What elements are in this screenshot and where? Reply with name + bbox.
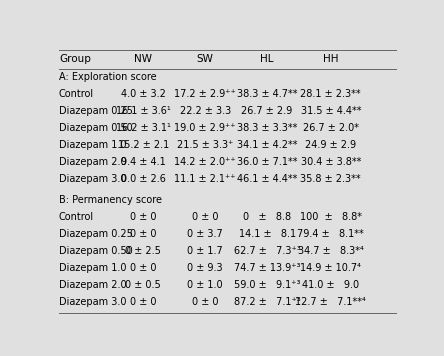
Text: Diazepam 0.25: Diazepam 0.25 <box>59 229 133 239</box>
Text: 35.8 ± 2.3**: 35.8 ± 2.3** <box>301 174 361 184</box>
Text: 31.5 ± 4.4**: 31.5 ± 4.4** <box>301 106 361 116</box>
Text: 100  ±   8.8*: 100 ± 8.8* <box>300 212 362 222</box>
Text: 46.1 ± 4.4**: 46.1 ± 4.4** <box>237 174 297 184</box>
Text: HH: HH <box>323 54 338 64</box>
Text: A: Exploration score: A: Exploration score <box>59 72 157 82</box>
Text: 0 ± 0: 0 ± 0 <box>130 297 156 307</box>
Text: 38.3 ± 3.3**: 38.3 ± 3.3** <box>237 123 297 133</box>
Text: 79.4 ±   8.1**: 79.4 ± 8.1** <box>297 229 364 239</box>
Text: Diazepam 2.0: Diazepam 2.0 <box>59 280 127 290</box>
Text: Control: Control <box>59 89 94 99</box>
Text: 0 ± 1.0: 0 ± 1.0 <box>187 280 223 290</box>
Text: 26.7 ± 2.0*: 26.7 ± 2.0* <box>303 123 359 133</box>
Text: 34.1 ± 4.2**: 34.1 ± 4.2** <box>237 140 297 150</box>
Text: 0 ± 0: 0 ± 0 <box>192 297 218 307</box>
Text: 4.0 ± 3.2: 4.0 ± 3.2 <box>121 89 166 99</box>
Text: Diazepam 0.25: Diazepam 0.25 <box>59 106 133 116</box>
Text: 16.2 ± 3.1¹: 16.2 ± 3.1¹ <box>116 123 170 133</box>
Text: 14.1 ±   8.1: 14.1 ± 8.1 <box>238 229 296 239</box>
Text: Diazepam 2.0: Diazepam 2.0 <box>59 157 127 167</box>
Text: 12.7 ±   7.1**⁴: 12.7 ± 7.1**⁴ <box>295 297 366 307</box>
Text: 17.2 ± 2.9⁺⁺: 17.2 ± 2.9⁺⁺ <box>174 89 236 99</box>
Text: 0 ± 0: 0 ± 0 <box>192 212 218 222</box>
Text: 87.2 ±   7.1⁺³: 87.2 ± 7.1⁺³ <box>234 297 301 307</box>
Text: 34.7 ±   8.3*⁴: 34.7 ± 8.3*⁴ <box>298 246 364 256</box>
Text: 11.1 ± 2.1⁺⁺: 11.1 ± 2.1⁺⁺ <box>174 174 236 184</box>
Text: 14.9 ± 10.7⁴: 14.9 ± 10.7⁴ <box>300 263 361 273</box>
Text: 22.2 ± 3.3: 22.2 ± 3.3 <box>179 106 231 116</box>
Text: 59.0 ±   9.1⁺³: 59.0 ± 9.1⁺³ <box>234 280 301 290</box>
Text: 30.4 ± 3.8**: 30.4 ± 3.8** <box>301 157 361 167</box>
Text: Diazepam 3.0: Diazepam 3.0 <box>59 297 127 307</box>
Text: 0 ± 0: 0 ± 0 <box>130 263 156 273</box>
Text: Control: Control <box>59 212 94 222</box>
Text: 19.0 ± 2.9⁺⁺: 19.0 ± 2.9⁺⁺ <box>174 123 236 133</box>
Text: NW: NW <box>134 54 152 64</box>
Text: 0 ± 2.5: 0 ± 2.5 <box>125 246 161 256</box>
Text: B: Permanency score: B: Permanency score <box>59 195 162 205</box>
Text: 15.2 ± 2.1: 15.2 ± 2.1 <box>118 140 169 150</box>
Text: Diazepam 1.0: Diazepam 1.0 <box>59 263 127 273</box>
Text: 26.7 ± 2.9: 26.7 ± 2.9 <box>242 106 293 116</box>
Text: 14.2 ± 2.0⁺⁺: 14.2 ± 2.0⁺⁺ <box>174 157 236 167</box>
Text: 0 ± 1.7: 0 ± 1.7 <box>187 246 223 256</box>
Text: Diazepam 0.50: Diazepam 0.50 <box>59 123 133 133</box>
Text: HL: HL <box>260 54 274 64</box>
Text: 0 ± 0.5: 0 ± 0.5 <box>125 280 161 290</box>
Text: 0   ±   8.8: 0 ± 8.8 <box>243 212 291 222</box>
Text: Diazepam 0.50: Diazepam 0.50 <box>59 246 133 256</box>
Text: 0 ± 0: 0 ± 0 <box>130 229 156 239</box>
Text: 24.9 ± 2.9: 24.9 ± 2.9 <box>305 140 357 150</box>
Text: SW: SW <box>197 54 214 64</box>
Text: 0 ± 9.3: 0 ± 9.3 <box>187 263 223 273</box>
Text: 74.7 ± 13.9⁺³: 74.7 ± 13.9⁺³ <box>234 263 301 273</box>
Text: 9.4 ± 4.1: 9.4 ± 4.1 <box>121 157 166 167</box>
Text: Diazepam 1.0: Diazepam 1.0 <box>59 140 127 150</box>
Text: 62.7 ±   7.3⁺³: 62.7 ± 7.3⁺³ <box>234 246 301 256</box>
Text: 0 ± 3.7: 0 ± 3.7 <box>187 229 223 239</box>
Text: 0 ± 0: 0 ± 0 <box>130 212 156 222</box>
Text: Diazepam 3.0: Diazepam 3.0 <box>59 174 127 184</box>
Text: 28.1 ± 2.3**: 28.1 ± 2.3** <box>301 89 361 99</box>
Text: Group: Group <box>59 54 91 64</box>
Text: 36.0 ± 7.1**: 36.0 ± 7.1** <box>237 157 297 167</box>
Text: 21.5 ± 3.3⁺: 21.5 ± 3.3⁺ <box>177 140 234 150</box>
Text: 38.3 ± 4.7**: 38.3 ± 4.7** <box>237 89 297 99</box>
Text: 41.0 ±   9.0: 41.0 ± 9.0 <box>302 280 359 290</box>
Text: 0.0 ± 2.6: 0.0 ± 2.6 <box>121 174 166 184</box>
Text: 16.1 ± 3.6¹: 16.1 ± 3.6¹ <box>116 106 170 116</box>
